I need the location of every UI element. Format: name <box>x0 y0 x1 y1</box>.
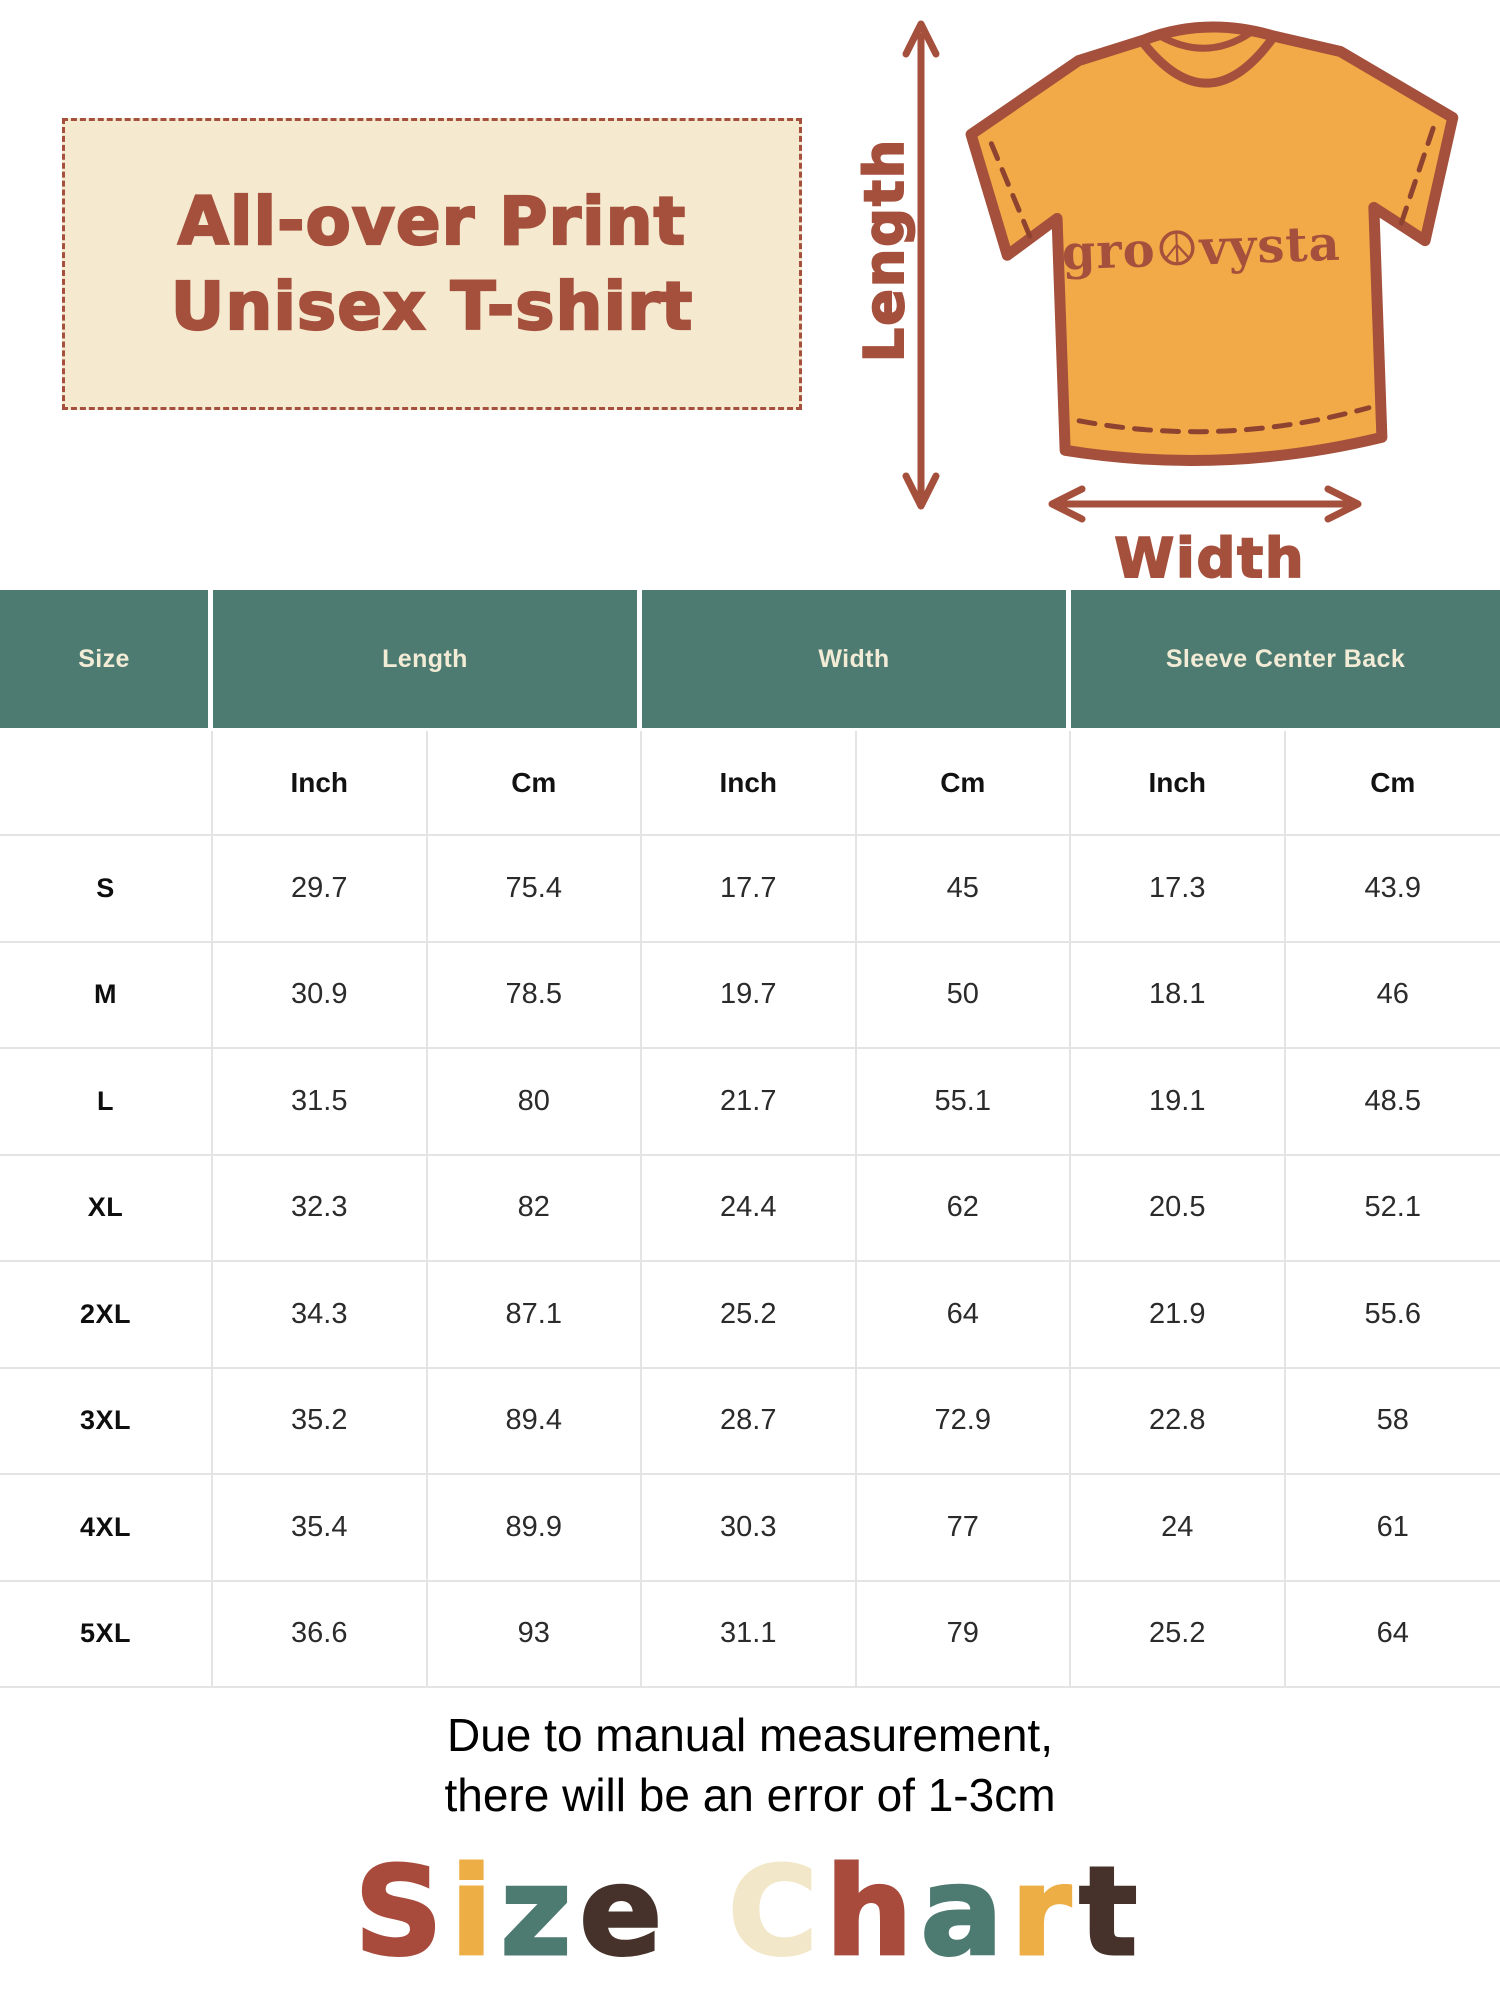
unit-header-sleeve-cm: Cm <box>1285 731 1500 836</box>
hem-stitch <box>1076 405 1372 435</box>
value-cell: 25.2 <box>642 1262 857 1369</box>
width-arrow-icon <box>1048 485 1362 523</box>
letter-e: e <box>578 1841 671 1983</box>
product-title-line2: Unisex T-shirt <box>170 267 694 346</box>
value-cell: 20.5 <box>1071 1155 1286 1262</box>
value-cell: 89.9 <box>427 1475 642 1582</box>
unit-header-sleeve-inch: Inch <box>1071 731 1286 836</box>
value-cell: 35.4 <box>213 1475 428 1582</box>
tshirt-body <box>965 21 1459 467</box>
letter-a: a <box>919 1841 1011 1983</box>
letter-r: r <box>1009 1841 1080 1983</box>
value-cell: 18.1 <box>1071 942 1286 1049</box>
value-cell: 21.7 <box>642 1049 857 1156</box>
value-cell: 17.3 <box>1071 836 1286 943</box>
value-cell: 93 <box>427 1581 642 1688</box>
column-header-width: Width <box>642 590 1071 731</box>
unit-header-width-inch: Inch <box>642 731 857 836</box>
tshirt-illustration: gro☮vysta <box>965 21 1459 467</box>
length-arrow-icon <box>902 20 940 510</box>
size-label-5XL: 5XL <box>0 1581 213 1688</box>
value-cell: 61 <box>1285 1475 1500 1582</box>
value-cell: 79 <box>856 1581 1071 1688</box>
value-cell: 64 <box>856 1262 1071 1369</box>
value-cell: 30.3 <box>642 1475 857 1582</box>
value-cell: 46 <box>1285 943 1500 1049</box>
unit-header-length-cm: Cm <box>427 731 642 836</box>
product-title-line1: All-over Print <box>177 182 687 261</box>
value-cell: 89.4 <box>427 1368 642 1475</box>
value-cell: 29.7 <box>213 836 428 943</box>
column-header-size: Size <box>0 590 213 731</box>
unit-header-length-inch: Inch <box>213 731 428 836</box>
sleeve-stitch-right <box>1398 125 1436 229</box>
letter-S: S <box>353 1841 451 1983</box>
value-cell: 62 <box>856 1155 1071 1262</box>
value-cell: 75.4 <box>427 836 642 943</box>
size-label-2XL: 2XL <box>0 1262 213 1369</box>
value-cell: 82 <box>427 1155 642 1262</box>
letter-h: h <box>824 1841 921 1983</box>
value-cell: 19.7 <box>642 942 857 1049</box>
value-cell: 80 <box>427 1049 642 1156</box>
letter-i: i <box>449 1841 501 1983</box>
value-cell: 87.1 <box>427 1262 642 1369</box>
value-cell: 77 <box>856 1475 1071 1582</box>
unit-header-empty <box>0 731 213 836</box>
value-cell: 34.3 <box>213 1262 428 1369</box>
value-cell: 17.7 <box>642 836 857 943</box>
width-label: Width <box>1114 526 1306 591</box>
note-line2: there will be an error of 1-3cm <box>444 1769 1056 1821</box>
value-cell: 45 <box>856 836 1071 943</box>
value-cell: 19.1 <box>1071 1049 1286 1156</box>
column-header-length: Length <box>213 590 642 731</box>
size-label-M: M <box>0 942 213 1049</box>
value-cell: 55.1 <box>856 1049 1071 1156</box>
measurement-note: Due to manual measurement, there will be… <box>0 1705 1500 1825</box>
value-cell: 78.5 <box>427 942 642 1049</box>
tshirt-collar <box>1138 33 1278 88</box>
title-box: All-over Print Unisex T-shirt <box>62 118 802 410</box>
value-cell: 24.4 <box>642 1155 857 1262</box>
value-cell: 30.9 <box>213 942 428 1049</box>
shirt-logo: gro☮vysta <box>1061 216 1342 282</box>
letter-t: t <box>1078 1841 1146 1983</box>
value-cell: 24 <box>1071 1475 1286 1582</box>
size-label-XL: XL <box>0 1155 213 1262</box>
tshirt-collar-back <box>1156 29 1255 52</box>
size-chart-title: Size Chart <box>0 1845 1500 1980</box>
value-cell: 28.7 <box>642 1368 857 1475</box>
value-cell: 25.2 <box>1071 1581 1286 1688</box>
note-line1: Due to manual measurement, <box>447 1709 1053 1761</box>
unit-header-width-cm: Cm <box>856 731 1071 836</box>
sleeve-stitch-left <box>988 141 1034 241</box>
value-cell: 48.5 <box>1285 1049 1500 1156</box>
value-cell: 72.9 <box>856 1368 1071 1475</box>
size-label-L: L <box>0 1049 213 1156</box>
value-cell: 22.8 <box>1071 1368 1286 1475</box>
size-table: Size Length Width Sleeve Center Back Inc… <box>0 590 1500 1688</box>
value-cell: 31.5 <box>213 1049 428 1156</box>
size-label-4XL: 4XL <box>0 1475 213 1582</box>
column-header-sleeve-center-back: Sleeve Center Back <box>1071 590 1500 731</box>
size-label-3XL: 3XL <box>0 1368 213 1475</box>
letter-C: C <box>727 1841 826 1983</box>
value-cell: 50 <box>856 942 1071 1049</box>
size-label-S: S <box>0 836 213 943</box>
value-cell: 64 <box>1285 1582 1500 1688</box>
value-cell: 32.3 <box>213 1155 428 1262</box>
value-cell: 36.6 <box>213 1581 428 1688</box>
length-label: Length <box>852 137 917 363</box>
value-cell: 31.1 <box>642 1581 857 1688</box>
value-cell: 35.2 <box>213 1368 428 1475</box>
value-cell: 55.6 <box>1285 1262 1500 1369</box>
value-cell: 43.9 <box>1285 836 1500 943</box>
value-cell: 21.9 <box>1071 1262 1286 1369</box>
letter-z: z <box>499 1841 580 1983</box>
value-cell: 58 <box>1285 1369 1500 1475</box>
value-cell: 52.1 <box>1285 1156 1500 1262</box>
